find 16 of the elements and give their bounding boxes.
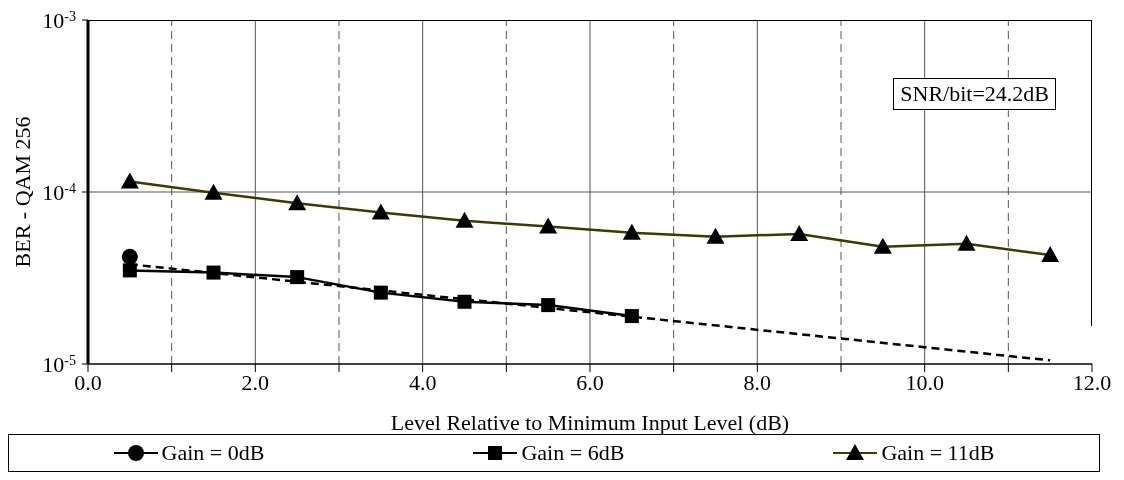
- legend-label: Gain = 0dB: [161, 440, 265, 466]
- y-axis-title: BER - QAM 256: [9, 116, 35, 268]
- y-tick-label: 10$^{-3}$: [42, 8, 76, 33]
- x-tick-label: 2.0: [241, 369, 270, 395]
- annotation: SNR/bit=24.2dB: [893, 78, 1056, 110]
- x-tick-label: 0.0: [74, 369, 102, 395]
- y-tick-label: 10$^{-5}$: [42, 352, 76, 377]
- x-axis-title: Level Relative to Minimum Input Level (dB): [390, 410, 790, 435]
- legend-label: Gain = 11dB: [881, 440, 995, 466]
- x-tick-label: 4.0: [408, 369, 437, 395]
- legend-label: Gain = 6dB: [521, 440, 625, 466]
- x-tick-label: 10.0: [905, 369, 944, 395]
- x-tick-label: 6.0: [576, 369, 604, 395]
- x-tick-label: 8.0: [743, 369, 772, 395]
- x-tick-label: 12.0: [1072, 369, 1112, 395]
- y-tick-label: 10$^{-4}$: [42, 180, 76, 205]
